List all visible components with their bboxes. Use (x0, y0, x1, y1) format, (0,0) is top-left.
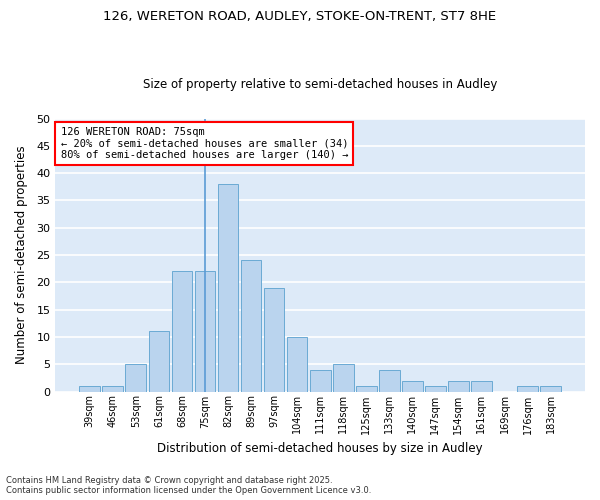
Bar (103, 386, 123, 392)
Bar (79, 386, 100, 392)
Bar (425, 386, 446, 392)
Bar (379, 370, 400, 392)
Bar (333, 364, 353, 392)
Title: Size of property relative to semi-detached houses in Audley: Size of property relative to semi-detach… (143, 78, 497, 91)
Bar (402, 380, 422, 392)
Bar (149, 332, 169, 392)
Bar (310, 370, 331, 392)
Bar (194, 272, 215, 392)
Bar (172, 272, 192, 392)
Bar (517, 386, 538, 392)
Bar (540, 386, 561, 392)
Bar (356, 386, 377, 392)
Text: Contains HM Land Registry data © Crown copyright and database right 2025.
Contai: Contains HM Land Registry data © Crown c… (6, 476, 371, 495)
Bar (287, 337, 307, 392)
Bar (218, 184, 238, 392)
Bar (264, 288, 284, 392)
Text: 126, WERETON ROAD, AUDLEY, STOKE-ON-TRENT, ST7 8HE: 126, WERETON ROAD, AUDLEY, STOKE-ON-TREN… (103, 10, 497, 23)
Text: 126 WERETON ROAD: 75sqm
← 20% of semi-detached houses are smaller (34)
80% of se: 126 WERETON ROAD: 75sqm ← 20% of semi-de… (61, 126, 348, 160)
Bar (471, 380, 492, 392)
Bar (125, 364, 146, 392)
X-axis label: Distribution of semi-detached houses by size in Audley: Distribution of semi-detached houses by … (157, 442, 483, 455)
Bar (448, 380, 469, 392)
Bar (241, 260, 262, 392)
Y-axis label: Number of semi-detached properties: Number of semi-detached properties (15, 146, 28, 364)
